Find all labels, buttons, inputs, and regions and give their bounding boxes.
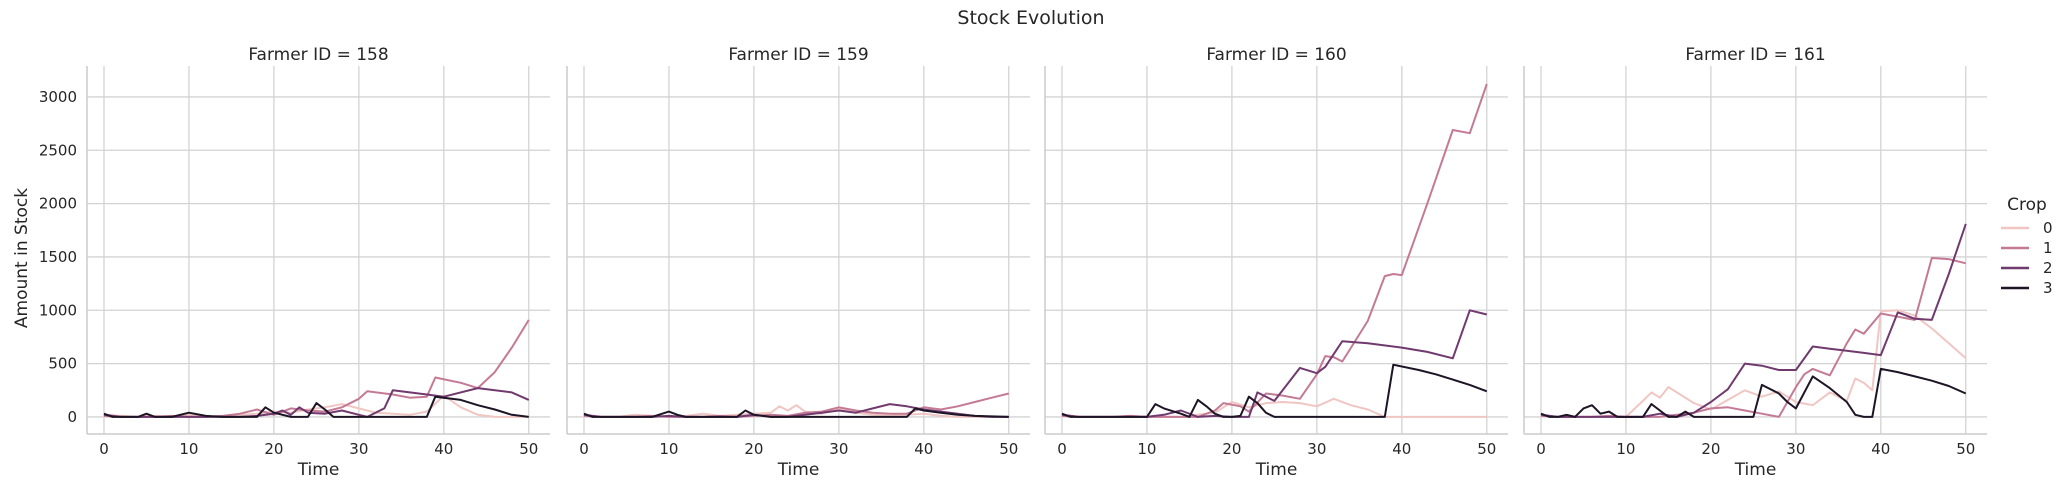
series-line-crop-3 [1061, 363, 1488, 418]
x-tick-label: 30 [1786, 440, 1805, 458]
x-tick-label: 10 [1137, 440, 1156, 458]
x-tick-label: 20 [264, 440, 283, 458]
panel-title: Farmer ID = 158 [248, 45, 388, 65]
panel-title: Farmer ID = 160 [1206, 45, 1346, 65]
series-line-crop-2 [1540, 223, 1967, 418]
series-line-crop-2 [103, 387, 530, 418]
legend-label: 2 [2043, 259, 2053, 277]
x-tick-label: 40 [1871, 440, 1890, 458]
legend-label: 1 [2043, 239, 2053, 257]
x-tick-label: 10 [1616, 440, 1635, 458]
x-tick-label: 20 [744, 440, 763, 458]
x-axis-label: Time [777, 460, 820, 480]
y-tick-label: 500 [48, 355, 77, 373]
legend-label: 3 [2043, 279, 2053, 297]
series-line-crop-1 [1061, 83, 1488, 418]
legend-item: 3 [2001, 279, 2053, 297]
x-tick-label: 40 [1392, 440, 1411, 458]
x-tick-label: 50 [1477, 440, 1496, 458]
x-axis-label: Time [1734, 460, 1777, 480]
legend: Crop 0 1 2 3 [2001, 195, 2053, 297]
facet-panels: 0 10 20 30 40 50050010001500200025003000TimeF… [39, 45, 1987, 480]
legend-item: 2 [2001, 259, 2053, 277]
y-tick-label: 1500 [39, 248, 77, 266]
y-tick-label: 3000 [39, 88, 77, 106]
x-tick-label: 50 [999, 440, 1018, 458]
series-line-crop-3 [1540, 367, 1967, 418]
y-axis-label: Amount in Stock [12, 188, 32, 328]
x-axis-label: Time [1255, 460, 1298, 480]
x-tick-label: 40 [434, 440, 453, 458]
series-line-crop-3 [583, 407, 1009, 418]
x-axis-label: Time [297, 460, 340, 480]
x-tick-label: 0 [99, 440, 109, 458]
panel-title: Farmer ID = 159 [728, 45, 868, 65]
y-tick-label: 1000 [39, 301, 77, 319]
x-tick-label: 30 [1307, 440, 1326, 458]
y-tick-label: 2500 [39, 141, 77, 159]
legend-title: Crop [2007, 195, 2047, 215]
legend-item: 0 [2001, 219, 2053, 237]
x-tick-label: 10 [179, 440, 198, 458]
facet-panel: 0 10 20 30 40 50050010001500200025003000TimeF… [39, 45, 550, 480]
x-tick-label: 30 [829, 440, 848, 458]
y-tick-label: 2000 [39, 195, 77, 213]
panel-title: Farmer ID = 161 [1685, 45, 1825, 65]
x-tick-label: 20 [1701, 440, 1720, 458]
x-tick-label: 10 [659, 440, 678, 458]
series-line-crop-3 [103, 395, 529, 418]
facet-panel: 0 10 20 30 40 50 Time Farmer ID = 160 [1044, 45, 1508, 480]
x-tick-label: 50 [1956, 440, 1975, 458]
y-tick-label: 0 [67, 408, 77, 426]
facet-panel: 0 10 20 30 40 50 Time Farmer ID = 159 [566, 45, 1030, 480]
x-tick-label: 0 [1536, 440, 1546, 458]
legend-label: 0 [2043, 219, 2053, 237]
facet-panel: 0 10 20 30 40 50 Time Farmer ID = 161 [1523, 45, 1987, 480]
x-tick-label: 50 [519, 440, 538, 458]
x-tick-label: 0 [579, 440, 589, 458]
chart-title: Stock Evolution [957, 7, 1104, 29]
x-tick-label: 30 [349, 440, 368, 458]
x-tick-label: 0 [1057, 440, 1067, 458]
legend-item: 1 [2001, 239, 2053, 257]
x-tick-label: 20 [1222, 440, 1241, 458]
x-tick-label: 40 [914, 440, 933, 458]
